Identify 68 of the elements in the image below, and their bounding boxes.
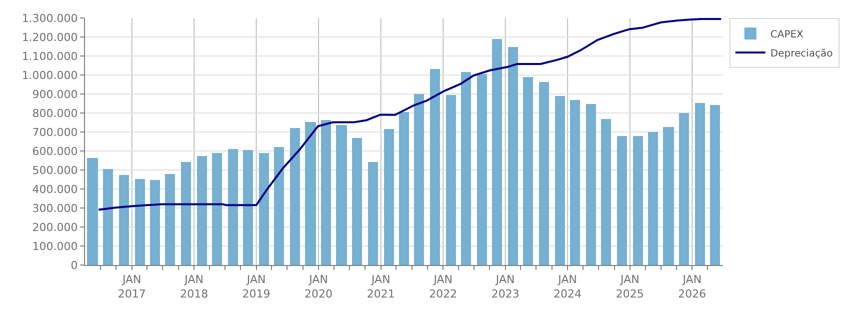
bar	[710, 105, 720, 265]
x-tick-label: JAN 2022	[429, 273, 458, 300]
y-tick-label: 700.000	[32, 126, 78, 139]
y-tick-label: 1.000.000	[22, 68, 78, 82]
line-series	[98, 18, 722, 211]
bar	[399, 112, 409, 265]
bar	[508, 47, 518, 265]
x-tick-label: JAN 2020	[304, 273, 333, 300]
bar	[679, 113, 689, 265]
y-tick-label: 600.000	[32, 144, 78, 158]
x-tick-label: JAN 2019	[242, 273, 270, 300]
bar	[663, 127, 674, 265]
bar	[539, 82, 549, 265]
y-tick-label: 1.200.000	[22, 30, 78, 44]
y-tick-label: 0	[70, 258, 78, 272]
bar	[461, 72, 471, 265]
bar	[430, 69, 440, 265]
bar	[695, 103, 705, 265]
x-tick-label: JAN 2017	[118, 273, 146, 300]
bar	[150, 180, 160, 265]
bar	[555, 96, 565, 265]
y-tick-label: 500.000	[32, 164, 78, 177]
y-tick-label: 100.000	[32, 240, 78, 253]
bar	[274, 147, 284, 265]
bar	[570, 100, 580, 265]
bar	[259, 153, 269, 265]
bar	[228, 149, 238, 265]
bar	[368, 162, 378, 265]
bar	[103, 169, 113, 265]
x-tick-label: JAN 2018	[180, 273, 208, 300]
bar	[119, 175, 129, 265]
x-tick-label: JAN 2024	[554, 273, 582, 300]
bar	[135, 179, 145, 265]
bar	[181, 162, 191, 265]
bar	[290, 128, 300, 265]
bar	[414, 94, 424, 265]
y-tick-label: 800.000	[32, 106, 78, 120]
x-tick-label: JAN 2023	[491, 273, 520, 300]
x-tick-label: JAN 2025	[616, 273, 644, 300]
y-tick-label: 1.300.000	[22, 12, 78, 25]
legend-label: Depreciação	[770, 48, 833, 60]
y-tick-label: 1.100.000	[22, 50, 78, 63]
bar	[305, 122, 316, 265]
y-tick-label: 300.000	[32, 202, 78, 215]
bar	[601, 119, 611, 265]
bar	[523, 77, 533, 265]
y-tick-label: 900.000	[32, 88, 78, 101]
y-tick-label: 200.000	[32, 220, 78, 234]
legend-label: CAPEX	[770, 29, 804, 40]
bar	[617, 136, 627, 265]
bar	[446, 95, 456, 265]
bar	[212, 153, 222, 265]
bar	[336, 125, 347, 265]
x-tick-label: JAN 2021	[366, 273, 395, 300]
bar	[197, 156, 207, 265]
bar	[352, 138, 362, 265]
bar	[633, 136, 643, 265]
bar	[87, 158, 98, 265]
y-tick-label: 400.000	[32, 182, 78, 196]
bar	[477, 74, 487, 265]
bar	[321, 120, 331, 265]
bar	[648, 132, 658, 265]
bar	[165, 174, 175, 265]
bar	[243, 150, 253, 265]
bar	[492, 39, 502, 265]
bar	[586, 104, 596, 265]
bar	[384, 129, 394, 265]
x-tick-label: JAN 2026	[678, 273, 706, 300]
